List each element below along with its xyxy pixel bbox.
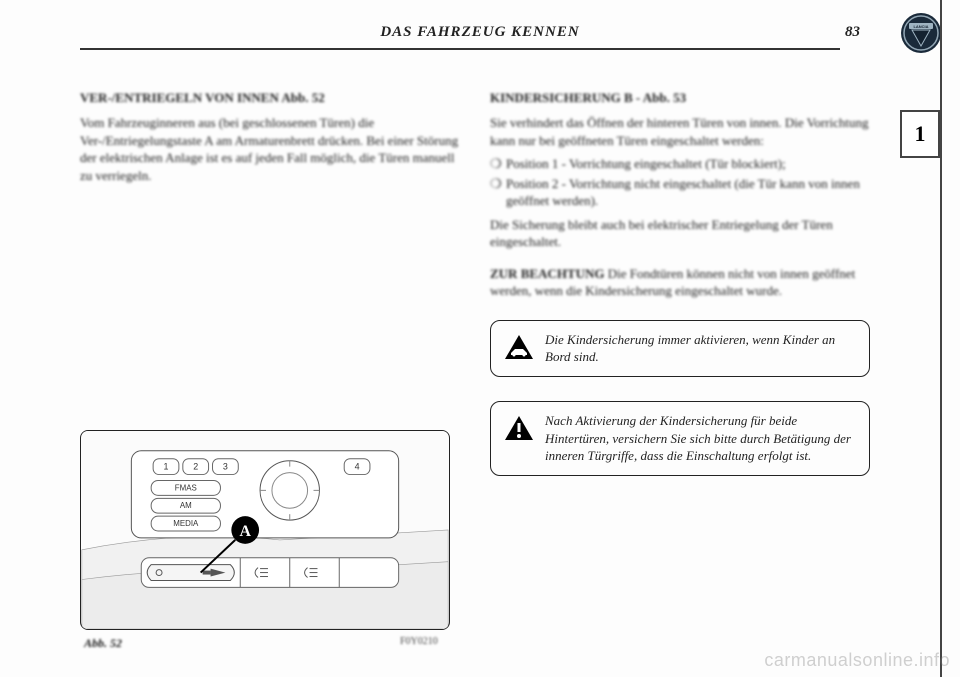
btn-am: AM (180, 501, 192, 510)
callout-a: A (239, 523, 251, 540)
btn-fmas: FMAS (175, 483, 197, 492)
btn-4: 4 (355, 462, 360, 472)
warning-text-1: Die Kindersicherung immer aktivieren, we… (545, 331, 857, 366)
btn-media: MEDIA (173, 519, 199, 528)
side-tab-rule (940, 0, 942, 677)
left-column: VER-/ENTRIEGELN VON INNEN Abb. 52 Vom Fa… (80, 90, 460, 190)
right-note: ZUR BEACHTUNG Die Fondtüren können nicht… (490, 265, 870, 300)
left-para-1: Vom Fahrzeuginneren aus (bei geschlossen… (80, 114, 460, 184)
warning-box-1: Die Kindersicherung immer aktivieren, we… (490, 320, 870, 377)
car-warning-icon (503, 333, 535, 361)
page-title: DAS FAHRZEUG KENNEN (0, 24, 960, 41)
btn-3: 3 (223, 462, 228, 472)
list-item-2: Position 2 - Vorrichtung nicht eingescha… (490, 175, 870, 210)
figure-label: Abb. 52 (84, 636, 122, 651)
right-column: KINDERSICHERUNG B - Abb. 53 Sie verhinde… (490, 90, 870, 476)
section-tab: 1 (900, 110, 940, 158)
section-tab-number: 1 (915, 121, 926, 147)
page-number: 83 (845, 24, 860, 41)
list-item-1: Position 1 - Vorrichtung eingeschaltet (… (490, 155, 870, 173)
caution-icon (503, 414, 535, 442)
svg-text:LANCIA: LANCIA (913, 24, 928, 29)
left-heading: VER-/ENTRIEGELN VON INNEN Abb. 52 (80, 90, 460, 106)
warning-text-2: Nach Aktivierung der Kindersicherung für… (545, 412, 857, 465)
btn-1: 1 (164, 462, 169, 472)
manual-page: DAS FAHRZEUG KENNEN 83 LANCIA 1 VER-/ENT… (0, 0, 960, 677)
watermark: carmanualsonline.info (764, 650, 950, 671)
right-para-top: Sie verhindert das Öffnen der hinteren T… (490, 114, 870, 149)
note-heading: ZUR BEACHTUNG (490, 266, 605, 281)
dashboard-illustration: 1 2 3 4 FMAS AM (81, 431, 449, 629)
figure-52: 1 2 3 4 FMAS AM (80, 430, 450, 630)
right-para-mid: Die Sicherung bleibt auch bei elektrisch… (490, 216, 870, 251)
btn-2: 2 (193, 462, 198, 472)
lancia-logo-icon: LANCIA (900, 12, 942, 54)
right-heading: KINDERSICHERUNG B - Abb. 53 (490, 90, 870, 106)
figure-code: F0Y0210 (400, 636, 438, 647)
warning-box-2: Nach Aktivierung der Kindersicherung für… (490, 401, 870, 476)
header-rule (80, 48, 840, 50)
